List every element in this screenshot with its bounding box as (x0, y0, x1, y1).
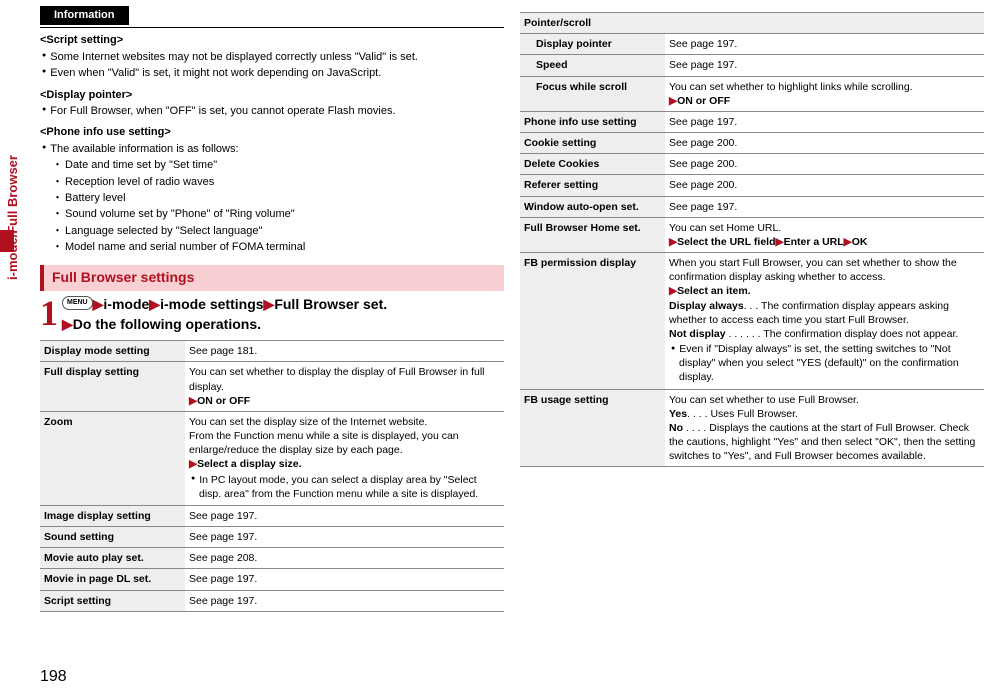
row-action: Select the URL field (677, 236, 775, 248)
row-val: You can set whether to highlight links w… (665, 76, 984, 111)
row-note: Even if "Display always" is set, the set… (669, 342, 980, 385)
bc-2: i-mode settings (160, 296, 263, 312)
row-action: Enter a URL (784, 236, 844, 248)
info-subitem: Battery level (40, 191, 504, 206)
row-key: Phone info use setting (520, 111, 665, 132)
row-val: You can set whether to use Full Browser.… (665, 389, 984, 467)
row-key: Sound setting (40, 527, 185, 548)
row-key: Referer setting (520, 175, 665, 196)
row-val: See page 197. (665, 196, 984, 217)
sidebar-label: i-mode/Full Browser (4, 155, 22, 280)
right-settings-table: Pointer/scroll Display pointer See page … (520, 12, 984, 467)
def-display-always: Display always. . . The confirmation dis… (669, 299, 980, 327)
row-action: OK (852, 236, 868, 248)
row-action: Select a display size. (197, 458, 301, 470)
step-number: 1 (40, 295, 58, 331)
info-subitem: Language selected by "Select language" (40, 224, 504, 239)
row-key: Display mode setting (40, 341, 185, 362)
row-key: FB usage setting (520, 389, 665, 467)
bc-1: i-mode (103, 296, 149, 312)
row-val: See page 200. (665, 175, 984, 196)
information-tab: Information (40, 6, 129, 25)
row-text: You can set whether to display the displ… (189, 366, 485, 392)
left-column: Information <Script setting> Some Intern… (40, 6, 504, 612)
row-note: In PC layout mode, you can select a disp… (189, 473, 500, 501)
menu-key-icon: MENU (62, 296, 93, 310)
row-val: See page 197. (665, 111, 984, 132)
bc-3: Full Browser set. (274, 296, 387, 312)
row-val: See page 197. (665, 55, 984, 76)
row-val: You can set the display size of the Inte… (185, 411, 504, 505)
row-key: Focus while scroll (520, 76, 665, 111)
row-text: When you start Full Browser, you can set… (669, 257, 957, 283)
row-key: Script setting (40, 590, 185, 611)
row-val: See page 208. (185, 548, 504, 569)
row-key: Zoom (40, 411, 185, 505)
row-val: See page 197. (185, 590, 504, 611)
row-action: ON or OFF (677, 95, 730, 107)
display-pointer-head: <Display pointer> (40, 88, 504, 103)
row-text: You can set the display size of the Inte… (189, 416, 427, 428)
row-key: Window auto-open set. (520, 196, 665, 217)
row-val: See page 200. (665, 133, 984, 154)
row-key: Image display setting (40, 505, 185, 526)
info-bullet: For Full Browser, when "OFF" is set, you… (40, 104, 504, 119)
left-settings-table: Display mode setting See page 181. Full … (40, 340, 504, 612)
row-key: Full Browser Home set. (520, 217, 665, 252)
row-key: FB permission display (520, 253, 665, 390)
info-bullet: The available information is as follows: (40, 142, 504, 157)
script-setting-head: <Script setting> (40, 33, 504, 48)
phone-info-head: <Phone info use setting> (40, 125, 504, 140)
step-1: 1 MENU▶i-mode▶i-mode settings▶Full Brows… (40, 295, 504, 334)
def-yes: Yes. . . . Uses Full Browser. (669, 407, 980, 421)
row-key: Display pointer (520, 34, 665, 55)
step-line2: Do the following operations. (73, 316, 261, 332)
row-text: From the Function menu while a site is d… (189, 430, 459, 456)
info-subitem: Reception level of radio waves (40, 175, 504, 190)
row-key: Speed (520, 55, 665, 76)
row-val: You can set Home URL. ▶Select the URL fi… (665, 217, 984, 252)
row-text: You can set whether to highlight links w… (669, 81, 913, 93)
info-subitem: Sound volume set by "Phone" of "Ring vol… (40, 207, 504, 222)
info-bullet: Some Internet websites may not be displa… (40, 50, 504, 65)
row-action: ON or OFF (197, 395, 250, 407)
step-text: MENU▶i-mode▶i-mode settings▶Full Browser… (62, 295, 387, 334)
def-no: No . . . . Displays the cautions at the … (669, 421, 980, 464)
row-val: When you start Full Browser, you can set… (665, 253, 984, 390)
row-val: See page 181. (185, 341, 504, 362)
def-not-display: Not display . . . . . . The confirmation… (669, 327, 980, 341)
section-title: Full Browser settings (40, 265, 504, 291)
row-action: Select an item. (677, 285, 751, 297)
right-column: Pointer/scroll Display pointer See page … (520, 6, 984, 612)
row-val: See page 197. (185, 505, 504, 526)
row-group: Pointer/scroll (520, 13, 984, 34)
information-body: <Script setting> Some Internet websites … (40, 27, 504, 255)
row-key: Delete Cookies (520, 154, 665, 175)
row-key: Cookie setting (520, 133, 665, 154)
row-text: You can set whether to use Full Browser. (669, 394, 859, 406)
row-key: Movie in page DL set. (40, 569, 185, 590)
row-val: See page 200. (665, 154, 984, 175)
row-val: See page 197. (185, 569, 504, 590)
row-key: Full display setting (40, 362, 185, 412)
info-bullet: Even when "Valid" is set, it might not w… (40, 66, 504, 81)
row-val: You can set whether to display the displ… (185, 362, 504, 412)
page-number: 198 (40, 666, 67, 688)
info-subitem: Model name and serial number of FOMA ter… (40, 240, 504, 255)
row-key: Movie auto play set. (40, 548, 185, 569)
row-text: You can set Home URL. (669, 222, 781, 234)
row-val: See page 197. (665, 34, 984, 55)
row-val: See page 197. (185, 527, 504, 548)
info-subitem: Date and time set by "Set time" (40, 158, 504, 173)
